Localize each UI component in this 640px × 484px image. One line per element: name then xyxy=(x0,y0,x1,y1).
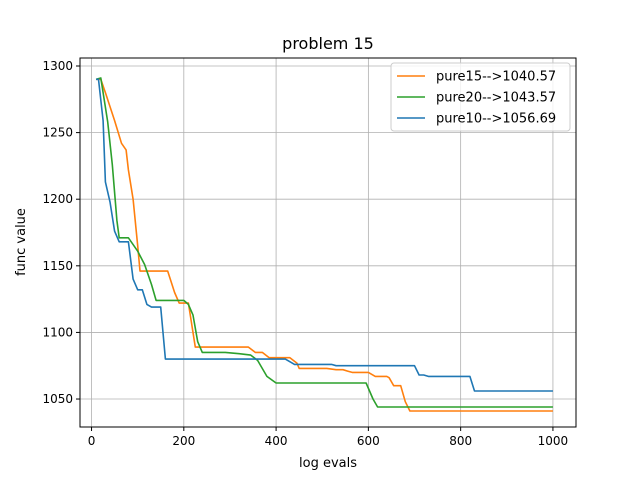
series-line-1 xyxy=(95,77,553,408)
y-axis-ticks: 1050 1100 1150 1200 1250 1300 xyxy=(42,59,80,406)
chart-title: problem 15 xyxy=(282,34,374,53)
x-axis-label: log evals xyxy=(299,456,357,471)
x-tick-label: 0 xyxy=(88,434,96,448)
series-line-0 xyxy=(96,78,553,412)
legend-label-1: pure20-->1043.57 xyxy=(436,91,556,106)
y-tick-label: 1300 xyxy=(42,59,73,73)
x-tick-label: 800 xyxy=(449,434,472,448)
legend-label-0: pure15-->1040.57 xyxy=(436,70,556,85)
x-tick-label: 400 xyxy=(265,434,288,448)
axes-frame xyxy=(79,57,577,428)
y-tick-label: 1250 xyxy=(42,126,73,140)
y-tick-label: 1200 xyxy=(42,192,73,206)
legend-label-2: pure10-->1056.69 xyxy=(436,112,556,127)
y-tick-label: 1100 xyxy=(42,325,73,339)
x-tick-label: 600 xyxy=(357,434,380,448)
y-tick-label: 1150 xyxy=(42,259,73,273)
y-tick-label: 1050 xyxy=(42,392,73,406)
series-lines xyxy=(95,77,553,412)
legend: pure15-->1040.57 pure20-->1043.57 pure10--… xyxy=(390,62,571,132)
x-tick-label: 1000 xyxy=(538,434,569,448)
x-axis-ticks: 0 200 400 600 800 1000 xyxy=(88,427,568,448)
y-axis-label: func value xyxy=(14,208,29,276)
x-tick-label: 200 xyxy=(172,434,195,448)
legend-box xyxy=(390,62,571,132)
series-line-2 xyxy=(96,78,553,392)
